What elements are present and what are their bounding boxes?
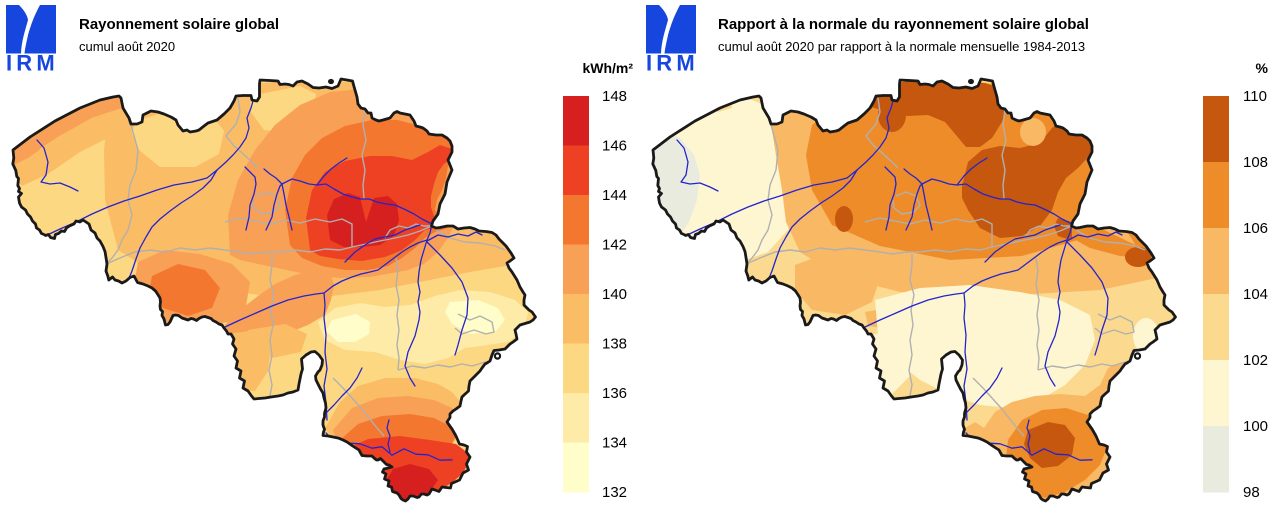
svg-text:104: 104 — [1243, 286, 1268, 303]
svg-text:144: 144 — [602, 187, 627, 204]
svg-text:132: 132 — [602, 484, 627, 501]
svg-text:IRM: IRM — [6, 51, 59, 76]
svg-text:kWh/m²: kWh/m² — [582, 60, 633, 76]
svg-text:98: 98 — [1243, 484, 1260, 501]
svg-text:148: 148 — [602, 88, 627, 105]
svg-text:134: 134 — [602, 435, 627, 452]
svg-text:IRM: IRM — [646, 51, 699, 76]
svg-text:110: 110 — [1243, 88, 1267, 105]
svg-text:%: % — [1256, 60, 1269, 76]
svg-text:138: 138 — [602, 336, 627, 353]
svg-text:136: 136 — [602, 385, 627, 402]
svg-text:106: 106 — [1243, 220, 1268, 237]
svg-text:108: 108 — [1243, 154, 1268, 171]
svg-text:146: 146 — [602, 138, 627, 155]
svg-text:100: 100 — [1243, 418, 1268, 435]
svg-text:102: 102 — [1243, 352, 1268, 369]
svg-text:142: 142 — [602, 237, 627, 254]
svg-text:140: 140 — [602, 286, 627, 303]
